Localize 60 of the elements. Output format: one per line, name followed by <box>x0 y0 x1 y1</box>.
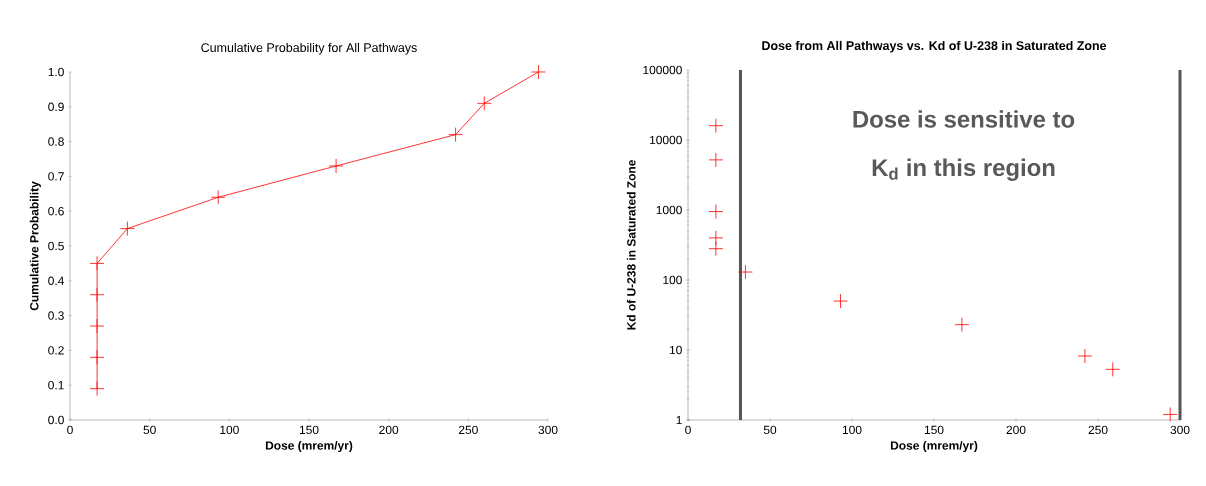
x-tick-label: 150 <box>299 425 319 435</box>
point <box>89 287 105 303</box>
point <box>954 317 970 333</box>
y-tick-label: 0.8 <box>48 137 64 146</box>
y-tick-label: 0.5 <box>48 241 64 251</box>
annotation: K$_{d}$ in this region <box>872 158 1055 181</box>
point <box>738 264 753 280</box>
chart-title: Dose from All Pathways vs. Kd of U-238 in Saturated Zone <box>762 40 1107 53</box>
x-tick-label: 100 <box>842 425 862 435</box>
y-tick-label: 0.7 <box>48 172 64 181</box>
y-tick-label: 10 <box>669 345 682 355</box>
y-tick-label: 0.3 <box>48 311 64 320</box>
y-axis-title: Kd of U-238 in Saturated Zone <box>626 160 636 330</box>
y-tick-label: 1000 <box>656 205 682 215</box>
point <box>89 318 105 334</box>
y-tick-label: 0.0 <box>48 415 64 425</box>
y-tick-label: 100000 <box>643 65 682 75</box>
point <box>89 381 105 397</box>
y-axis-title: Cumulative Probability <box>29 181 41 311</box>
y-tick-label: 0.2 <box>48 346 64 355</box>
y-tick-label: 0.4 <box>48 276 64 286</box>
y-tick-label: 1 <box>676 415 682 425</box>
point <box>476 95 492 111</box>
x-tick-label: 250 <box>458 425 478 435</box>
x-tick-label: 0 <box>67 425 73 435</box>
y-tick-label: 0.6 <box>48 206 64 216</box>
x-axis-title: Dose (mrem/yr) <box>265 440 353 453</box>
point <box>708 118 724 134</box>
y-tick-label: 100 <box>663 275 682 285</box>
point <box>1077 348 1093 364</box>
chart-title: Cumulative Probability for All Pathways <box>201 42 417 55</box>
point <box>119 221 135 236</box>
x-tick-label: 300 <box>1170 425 1190 435</box>
y-tick-label: 1.0 <box>48 67 64 77</box>
x-tick-label: 300 <box>538 425 558 435</box>
point <box>1162 407 1178 422</box>
x-axis-title: Dose (mrem/yr) <box>890 440 978 453</box>
point <box>448 127 463 143</box>
x-tick-label: 200 <box>379 425 399 435</box>
point <box>328 158 344 174</box>
point <box>1105 361 1121 377</box>
point <box>708 204 724 219</box>
x-tick-label: 100 <box>220 425 239 435</box>
y-tick-label: 0.1 <box>48 380 64 390</box>
x-tick-label: 200 <box>1006 425 1026 435</box>
point <box>531 64 546 80</box>
y-tick-label: 10000 <box>650 135 682 145</box>
x-tick-label: 50 <box>143 425 156 435</box>
x-tick-label: 150 <box>924 425 944 435</box>
point <box>89 349 105 365</box>
point <box>210 189 226 205</box>
x-tick-label: 0 <box>685 425 691 435</box>
point <box>833 293 848 309</box>
point <box>708 241 724 257</box>
point <box>89 255 105 271</box>
x-tick-label: 50 <box>763 425 777 435</box>
x-tick-label: 250 <box>1088 425 1108 435</box>
y-tick-label: 0.9 <box>48 102 64 112</box>
annotation: Dose is sensitive to <box>853 110 1075 128</box>
point <box>708 152 724 168</box>
